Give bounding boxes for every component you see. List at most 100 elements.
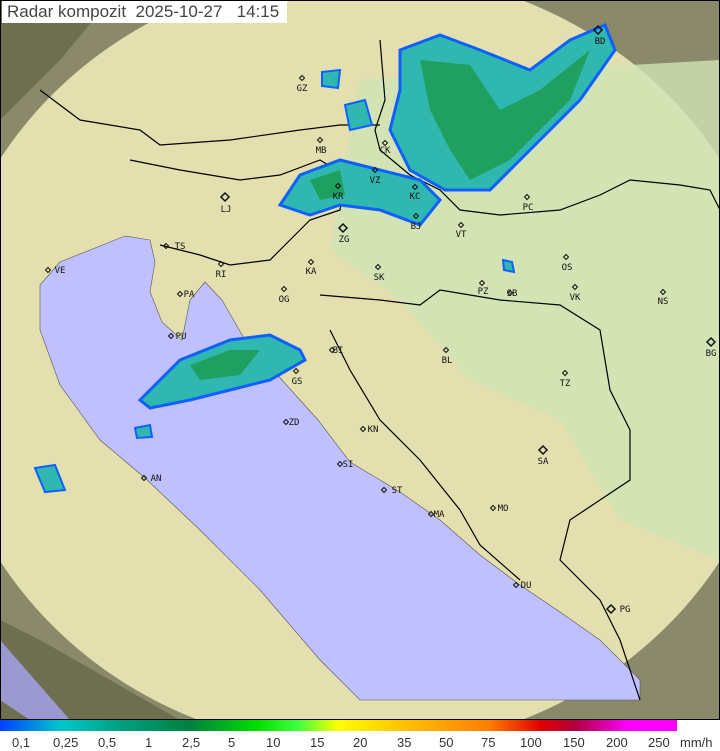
legend-label: 200	[606, 735, 628, 750]
city-marker-icon	[411, 183, 419, 191]
map-title: Radar kompozit 2025-10-27 14:15	[2, 1, 288, 23]
city-marker-icon	[219, 191, 231, 203]
city-marker-icon	[140, 474, 148, 482]
city-marker-icon	[506, 289, 514, 297]
city-label-pz: PZ	[478, 287, 489, 297]
city-marker-icon	[334, 182, 342, 190]
city-label-bl: BL	[442, 356, 453, 366]
city-label-pa: PA	[184, 290, 195, 300]
country-borders	[39, 39, 720, 701]
city-marker-icon	[380, 486, 388, 494]
city-label-og: OG	[279, 295, 290, 305]
city-marker-icon	[489, 504, 497, 512]
city-label-bd: BD	[595, 37, 606, 47]
legend-label: 5	[228, 735, 236, 750]
city-label-si: SI	[343, 460, 354, 470]
legend-unit: mm/h	[680, 735, 713, 750]
city-marker-icon	[316, 136, 324, 144]
city-marker-icon	[512, 581, 520, 589]
city-marker-icon	[307, 258, 315, 266]
radar-echoes	[33, 23, 617, 494]
legend-color-scale	[0, 720, 677, 731]
legend-label: 20	[353, 735, 368, 750]
city-marker-icon	[176, 290, 184, 298]
city-marker-icon	[328, 346, 336, 354]
city-label-vt: VT	[456, 230, 467, 240]
dim-corner	[0, 0, 110, 120]
city-marker-icon	[167, 332, 175, 340]
city-label-tz: TZ	[560, 379, 571, 389]
city-label-mo: MO	[498, 504, 509, 514]
city-label-mb: MB	[316, 146, 327, 156]
legend-label: 75	[481, 735, 496, 750]
city-label-bj: BJ	[411, 222, 422, 232]
city-label-ka: KA	[306, 267, 317, 277]
legend-label: 15	[310, 735, 325, 750]
city-label-kn: KN	[368, 425, 379, 435]
city-label-zg: ZG	[339, 235, 350, 245]
city-label-kr: KR	[333, 192, 344, 202]
legend-label: 0,5	[98, 735, 117, 750]
legend-label: 0,1	[12, 735, 31, 750]
city-marker-icon	[337, 222, 349, 234]
city-label-gz: GZ	[297, 84, 308, 94]
city-label-sk: SK	[374, 273, 385, 283]
radar-map: BD GZ MB CK LJ KR VZ KC PC TS ZG BJ VT VE RI KA SK OS PA OG…	[0, 0, 720, 720]
legend-label: 35	[397, 735, 412, 750]
city-label-bg: BG	[706, 349, 717, 359]
legend-label: 50	[439, 735, 454, 750]
city-marker-icon	[457, 221, 465, 229]
lowland-area	[330, 60, 720, 560]
city-marker-icon	[561, 369, 569, 377]
city-label-an: AN	[151, 474, 162, 484]
city-label-sa: SA	[538, 457, 549, 467]
legend-label: 150	[563, 735, 585, 750]
city-marker-icon	[44, 266, 52, 274]
city-label-gs: GS	[292, 377, 303, 387]
city-marker-icon	[478, 279, 486, 287]
city-label-du: DU	[521, 581, 532, 591]
city-label-sb: SB	[507, 289, 518, 299]
city-label-pc: PC	[523, 203, 534, 213]
city-marker-icon	[374, 263, 382, 271]
sea-dim	[0, 640, 70, 720]
city-marker-icon	[298, 74, 306, 82]
city-marker-icon	[292, 367, 300, 375]
legend-label: 100	[520, 735, 542, 750]
city-marker-icon	[705, 336, 717, 348]
city-label-bi: BI	[333, 346, 344, 356]
city-marker-icon	[217, 260, 225, 268]
city-marker-icon	[280, 285, 288, 293]
legend-label: 2,5	[182, 735, 201, 750]
city-label-ts: TS	[175, 242, 186, 252]
legend-label: 0,25	[53, 735, 79, 750]
city-label-ri: RI	[216, 270, 227, 280]
city-marker-icon	[336, 460, 344, 468]
city-label-kc: KC	[410, 192, 421, 202]
city-marker-icon	[537, 444, 549, 456]
legend-label: 10	[266, 735, 281, 750]
city-label-ns: NS	[658, 297, 669, 307]
city-marker-icon	[562, 253, 570, 261]
city-label-pu: PU	[176, 332, 187, 342]
city-marker-icon	[571, 283, 579, 291]
city-marker-icon	[427, 510, 435, 518]
city-label-vk: VK	[570, 293, 581, 303]
city-label-vz: VZ	[370, 176, 381, 186]
adriatic-sea	[39, 235, 641, 701]
city-marker-icon	[359, 425, 367, 433]
city-marker-icon	[381, 139, 389, 147]
city-marker-icon	[659, 288, 667, 296]
city-label-pg: PG	[620, 605, 631, 615]
city-label-zd: ZD	[289, 418, 300, 428]
legend-label: 250	[648, 735, 670, 750]
city-label-ve: VE	[55, 266, 66, 276]
city-marker-icon	[523, 193, 531, 201]
city-label-ck: CK	[380, 146, 391, 156]
legend-labels: 0,1 0,25 0,5 1 2,5 5 10 15 20 35 50 75 1…	[0, 733, 720, 751]
city-marker-icon	[371, 166, 379, 174]
city-markers: BD GZ MB CK LJ KR VZ KC PC TS ZG BJ VT VE RI KA SK OS PA OG…	[44, 24, 717, 615]
city-marker-icon	[442, 346, 450, 354]
city-label-ma: MA	[434, 510, 445, 520]
